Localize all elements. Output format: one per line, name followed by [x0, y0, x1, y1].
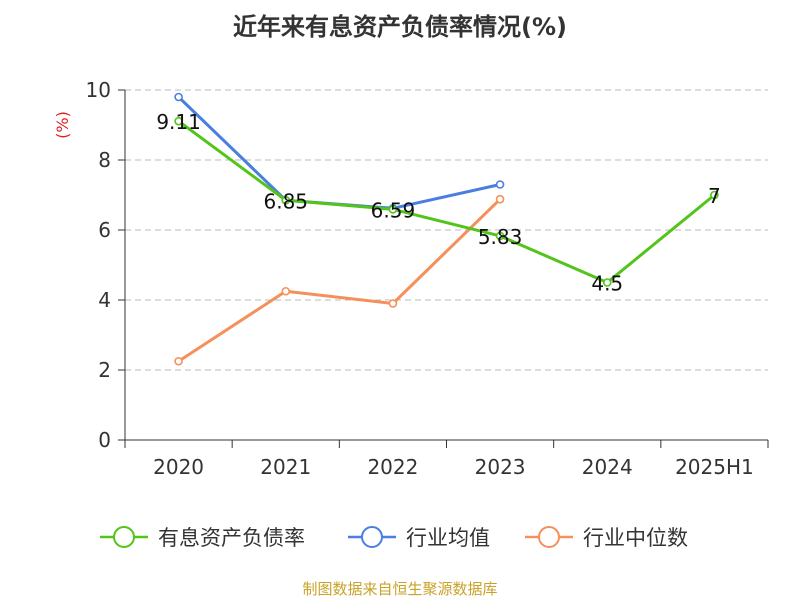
data-point [281, 195, 291, 205]
x-tick-label: 2025H1 [675, 455, 754, 479]
legend-item: 行业中位数 [525, 526, 688, 550]
legend: 有息资产负债率 行业均值 行业中位数 [100, 526, 688, 550]
x-tick-label: 2023 [475, 455, 526, 479]
series-line [177, 119, 716, 284]
data-label: 7 [708, 184, 721, 208]
x-tick-label: 2021 [260, 455, 311, 479]
grid-lines [125, 89, 768, 371]
series-3 [174, 194, 505, 366]
data-point [602, 278, 612, 287]
data-label: 5.83 [478, 225, 523, 249]
y-tick-label: 0 [98, 428, 111, 452]
y-axis-unit-label: (%) [53, 111, 72, 139]
legend-swatch-marker [113, 526, 135, 548]
series-lines [174, 92, 719, 366]
data-point [174, 92, 183, 102]
data-label: 9.11 [156, 110, 201, 134]
legend-item: 有息资产负债率 [100, 526, 305, 550]
data-point [495, 231, 505, 241]
legend-label: 行业中位数 [583, 526, 688, 550]
source-note: 制图数据来自恒生聚源数据库 [302, 580, 497, 598]
y-tick-label: 4 [98, 288, 111, 312]
data-label: 4.5 [591, 272, 623, 296]
axes: 0 2 4 6 8 10 2020 2021 2022 2023 2024 2025H1 [86, 78, 769, 479]
data-point [495, 194, 505, 204]
legend-label: 行业均值 [406, 526, 490, 550]
legend-swatch-marker [538, 526, 560, 548]
legend-swatch-marker [361, 526, 383, 548]
series-line [177, 95, 501, 210]
series-2 [174, 92, 505, 213]
legend-label: 有息资产负债率 [158, 526, 305, 550]
y-tick-label: 2 [98, 358, 111, 382]
legend-item: 行业均值 [348, 526, 490, 550]
data-point [388, 299, 398, 308]
y-tick-label: 8 [98, 148, 111, 172]
data-point [388, 205, 398, 214]
chart-title: 近年来有息资产负债率情况(%) [233, 13, 567, 41]
data-point [281, 286, 291, 296]
data-point [174, 116, 183, 126]
x-tick-label: 2020 [153, 455, 204, 479]
data-point [495, 180, 505, 189]
y-tick-label: 6 [98, 218, 111, 242]
x-tick-label: 2024 [582, 455, 633, 479]
data-label: 6.85 [263, 189, 308, 213]
data-labels: 9.11 6.85 6.59 5.83 4.5 7 [156, 110, 720, 295]
series-1 [174, 116, 719, 287]
x-tick-label: 2022 [367, 455, 418, 479]
data-label: 6.59 [371, 198, 416, 222]
series-line [177, 198, 502, 363]
y-tick-label: 10 [86, 78, 111, 102]
data-point [710, 190, 719, 200]
data-point [174, 356, 183, 366]
